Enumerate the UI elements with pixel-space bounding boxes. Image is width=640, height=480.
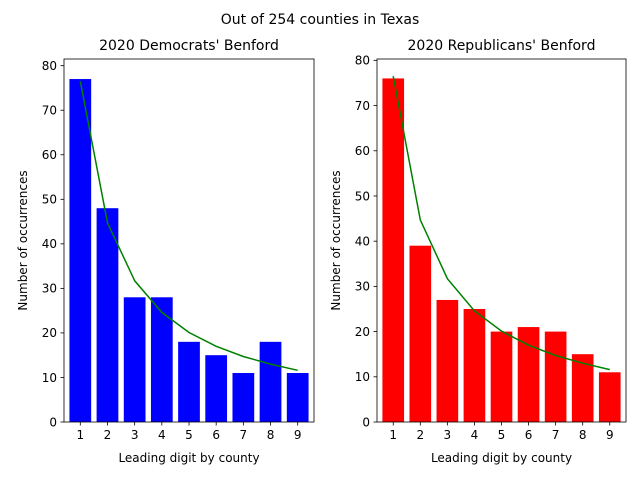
democrats-x-tick-label: 3 (131, 428, 139, 442)
republicans-y-tick-label: 10 (355, 370, 370, 384)
republicans-y-tick-label: 0 (362, 415, 370, 429)
republicans-chart-title: 2020 Republicans' Benford (408, 38, 596, 54)
republicans-y-axis-label: Number of occurrences (329, 170, 343, 310)
republicans-y-tick-label: 70 (355, 99, 370, 113)
republicans-chart-panel: 1 2 3 4 5 6 7 8 9 0 10 20 30 40 50 60 70 80 2020 Republica… (329, 38, 627, 465)
republicans-bar-digit-7 (544, 331, 567, 422)
republicans-bar-digit-1 (382, 78, 405, 422)
republicans-bar-digit-4 (463, 308, 486, 422)
democrats-bar-digit-7 (232, 373, 255, 422)
republicans-bar-digit-5 (490, 331, 513, 422)
democrats-x-tick-label: 7 (240, 428, 248, 442)
republicans-bar-digit-2 (409, 245, 432, 422)
democrats-y-tick-label: 20 (42, 326, 57, 340)
democrats-y-tick-label: 30 (42, 282, 57, 296)
democrats-y-tick-label: 40 (42, 237, 57, 251)
democrats-x-tick-label: 9 (294, 428, 302, 442)
democrats-x-tick-label: 8 (267, 428, 275, 442)
democrats-benford-expected-line (79, 81, 298, 372)
democrats-chart-panel: 1 2 3 4 5 6 7 8 9 0 10 20 30 40 50 60 70 80 2020 Democrats… (16, 38, 315, 465)
republicans-x-tick-label: 3 (444, 428, 452, 442)
republicans-bar-digit-3 (436, 299, 459, 422)
democrats-x-axis-label: Leading digit by county (118, 451, 259, 465)
democrats-y-tick-label: 50 (42, 193, 57, 207)
democrats-bar-digit-5 (178, 341, 200, 422)
democrats-y-tick-label: 60 (42, 148, 57, 162)
democrats-y-tick-label: 80 (42, 59, 57, 73)
democrats-bar-digit-9 (286, 373, 309, 422)
republicans-x-tick-label: 7 (552, 428, 560, 442)
republicans-x-tick-label: 4 (471, 428, 479, 442)
republicans-x-tick-label: 5 (498, 428, 506, 442)
democrats-x-tick-label: 4 (158, 428, 166, 442)
republicans-x-tick-label: 9 (606, 428, 614, 442)
republicans-bar-digit-9 (598, 372, 621, 422)
democrats-y-tick-label: 10 (42, 371, 57, 385)
democrats-x-tick-label: 6 (212, 428, 220, 442)
republicans-y-tick-label: 40 (355, 234, 370, 248)
republicans-x-tick-label: 1 (389, 428, 397, 442)
republicans-y-tick-label: 80 (355, 54, 370, 68)
republicans-y-tick-label: 60 (355, 144, 370, 158)
republicans-x-tick-label: 6 (525, 428, 533, 442)
democrats-chart-title: 2020 Democrats' Benford (99, 38, 279, 54)
republicans-x-tick-label: 2 (416, 428, 424, 442)
republicans-benford-expected-line (392, 76, 610, 371)
republicans-x-tick-label: 8 (579, 428, 587, 442)
democrats-bar-digit-4 (150, 297, 173, 422)
republicans-x-axis-label: Leading digit by county (431, 451, 572, 465)
democrats-x-tick-label: 2 (104, 428, 112, 442)
democrats-bar-digit-3 (123, 297, 146, 422)
republicans-bar-digit-8 (571, 354, 594, 422)
democrats-bar-digit-2 (96, 208, 119, 422)
republicans-y-tick-label: 50 (355, 189, 370, 203)
democrats-y-tick-label: 70 (42, 104, 57, 118)
republicans-y-tick-label: 20 (355, 325, 370, 339)
democrats-bar-digit-1 (69, 79, 92, 423)
republicans-y-tick-label: 30 (355, 280, 370, 294)
democrats-bar-digit-8 (259, 341, 282, 422)
democrats-y-tick-label: 0 (49, 415, 57, 429)
democrats-bar-digit-6 (205, 355, 228, 422)
figure-suptitle: Out of 254 counties in Texas (221, 12, 420, 28)
democrats-y-axis-label: Number of occurrences (16, 170, 30, 310)
republicans-bar-digit-6 (517, 327, 540, 422)
democrats-x-tick-label: 5 (185, 428, 193, 442)
democrats-x-tick-label: 1 (76, 428, 84, 442)
